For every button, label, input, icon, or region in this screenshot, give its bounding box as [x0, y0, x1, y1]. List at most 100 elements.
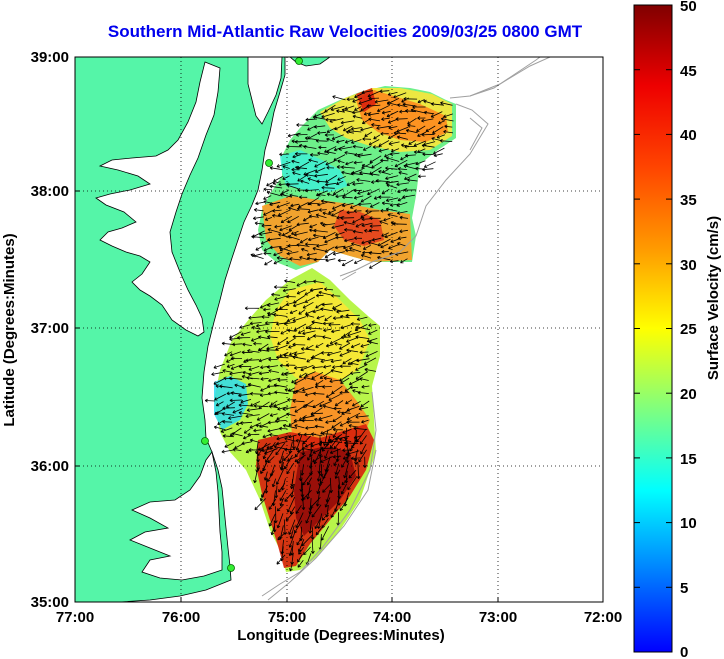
velocity-arrow: [244, 306, 260, 311]
velocity-arrow: [242, 342, 252, 347]
velocity-arrow: [290, 230, 299, 235]
velocity-arrow: [292, 301, 307, 308]
velocity-arrow: [368, 96, 380, 101]
velocity-arrow: [318, 290, 332, 296]
velocity-arrow: [279, 351, 289, 358]
velocity-arrow: [440, 101, 453, 106]
velocity-arrow: [294, 449, 302, 458]
velocity-arrow: [296, 123, 309, 127]
velocity-arrow: [334, 125, 344, 131]
velocity-arrow: [292, 399, 305, 403]
velocity-arrow: [307, 177, 319, 183]
velocity-arrow: [400, 154, 410, 161]
velocity-arrow: [405, 109, 417, 113]
velocity-arrow: [312, 233, 326, 238]
velocity-arrow: [306, 335, 315, 341]
velocity-arrow: [421, 132, 435, 137]
velocity-arrow: [353, 195, 364, 200]
x-tick-label: 73:00: [479, 609, 517, 626]
velocity-arrow: [388, 125, 398, 130]
velocity-arrow: [364, 131, 373, 137]
velocity-arrow: [276, 256, 292, 260]
velocity-arrow: [267, 335, 278, 339]
velocity-arrow: [332, 202, 346, 210]
velocity-arrow: [386, 183, 398, 189]
velocity-arrow: [399, 229, 408, 234]
velocity-arrow: [296, 206, 311, 211]
velocity-arrow: [224, 442, 235, 448]
velocity-arrow: [430, 102, 445, 106]
velocity-arrow: [346, 420, 360, 425]
velocity-arrow: [268, 377, 280, 383]
velocity-arrow: [317, 202, 328, 207]
velocity-arrow: [259, 490, 266, 502]
colorbar-tick-label: 35: [680, 192, 697, 209]
velocity-arrow: [388, 141, 400, 146]
velocity-arrow: [302, 330, 316, 336]
velocity-arrow: [430, 111, 443, 118]
velocity-arrow: [283, 450, 293, 462]
velocity-arrow: [277, 378, 288, 382]
velocity-arrow: [397, 103, 408, 108]
velocity-arrow: [331, 329, 341, 334]
velocity-arrow: [309, 287, 323, 292]
velocity-arrow: [239, 324, 251, 329]
velocity-arrow: [313, 450, 322, 465]
velocity-arrow: [357, 390, 369, 395]
velocity-arrow: [334, 342, 343, 346]
velocity-arrow: [313, 124, 326, 129]
velocity-arrow: [288, 206, 299, 212]
velocity-arrow: [291, 159, 300, 164]
velocity-arrow: [230, 356, 242, 361]
velocity-arrow: [368, 228, 380, 233]
velocity-arrow: [222, 406, 235, 411]
velocity-arrow: [274, 307, 288, 312]
velocity-arrow: [352, 229, 363, 234]
y-tick-label: 36:00: [31, 458, 69, 475]
velocity-arrow: [362, 137, 372, 141]
velocity-arrow: [352, 182, 364, 186]
velocity-arrow: [433, 153, 443, 158]
velocity-arrow: [258, 357, 271, 363]
velocity-arrow: [396, 202, 408, 207]
velocity-arrow: [328, 393, 341, 401]
velocity-arrow: [238, 393, 253, 398]
velocity-arrow: [397, 236, 407, 241]
velocity-arrow: [232, 447, 242, 452]
velocity-arrow: [282, 288, 296, 293]
velocity-arrow: [293, 231, 308, 237]
velocity-arrow: [248, 365, 260, 371]
velocity-arrow: [217, 420, 224, 425]
velocity-arrow: [261, 448, 271, 453]
velocity-arrow: [354, 106, 362, 111]
velocity-arrow: [362, 146, 372, 151]
velocity-arrow: [285, 511, 294, 522]
velocity-arrow: [333, 455, 340, 467]
velocity-arrow: [407, 117, 417, 125]
velocity-arrow: [347, 358, 359, 365]
velocity-arrow: [312, 400, 325, 408]
velocity-arrow: [273, 251, 283, 257]
velocity-arrow: [305, 426, 315, 430]
velocity-arrow: [308, 201, 319, 206]
velocity-arrow: [303, 145, 317, 149]
velocity-arrow: [264, 321, 278, 325]
colorbar-tick-label: 10: [680, 515, 697, 532]
velocity-arrow: [381, 201, 391, 206]
velocity-arrow: [271, 478, 277, 488]
velocity-arrow: [310, 411, 324, 416]
velocity-arrow: [333, 406, 342, 411]
velocity-arrow: [298, 372, 307, 378]
velocity-arrow: [339, 350, 352, 357]
velocity-arrow: [346, 412, 361, 421]
velocity-arrow: [340, 335, 351, 340]
velocity-arrow: [396, 211, 408, 215]
velocity-arrow: [346, 97, 355, 102]
velocity-arrow: [350, 139, 362, 144]
velocity-arrow: [322, 484, 331, 493]
velocity-arrow: [333, 307, 342, 312]
velocity-arrow: [325, 160, 335, 166]
velocity-arrow: [238, 411, 253, 415]
velocity-arrow: [369, 224, 382, 228]
velocity-arrow: [307, 477, 313, 486]
